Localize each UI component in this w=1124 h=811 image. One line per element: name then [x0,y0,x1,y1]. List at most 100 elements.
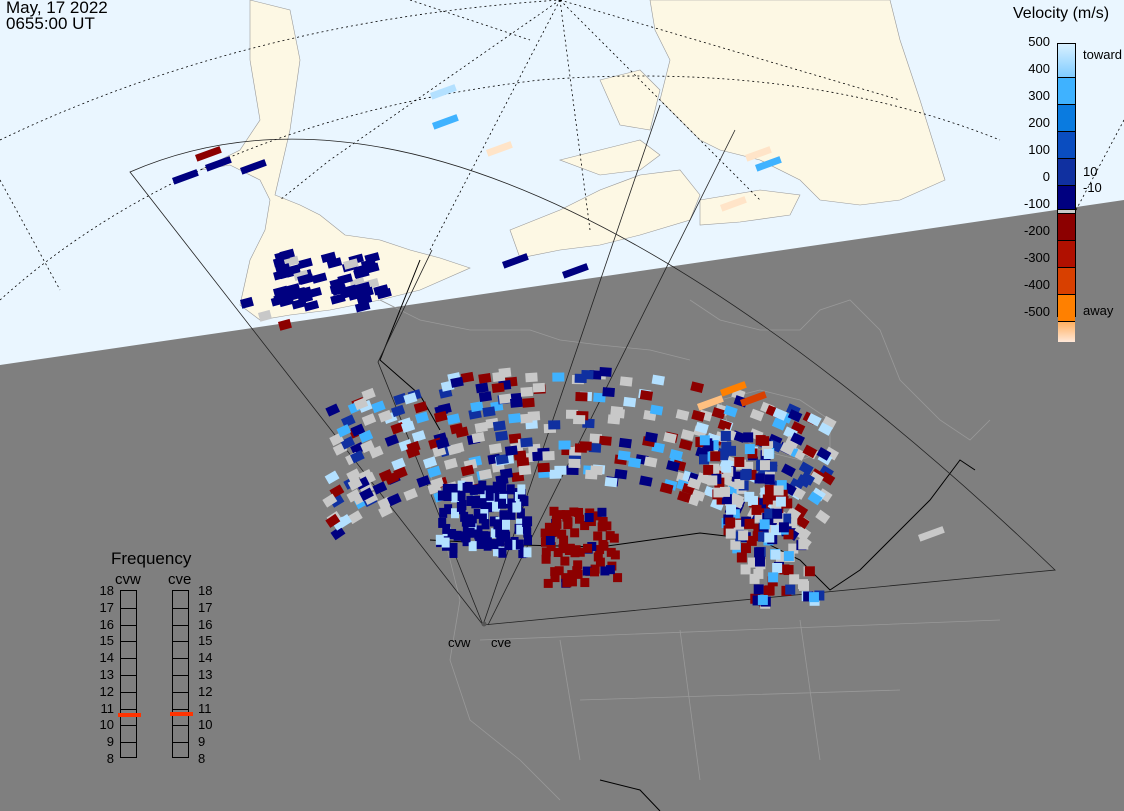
scatter-cell [545,536,555,546]
scatter-cell [443,491,452,502]
scatter-cell [559,535,569,545]
scatter-cell [581,369,594,380]
scatter-cell [391,457,406,471]
scatter-cell [195,146,222,162]
scatter-cell [373,284,389,296]
scatter-cell [740,391,767,407]
scatter-cell [775,496,786,507]
scatter-cell [783,565,794,576]
scatter-cell [493,519,502,530]
scatter-cell [613,573,623,583]
scatter-cell [205,156,232,172]
scatter-cell [512,502,521,513]
colorbar-segment [1058,295,1075,322]
scatter-cell [519,495,528,506]
colorbar-segment [1058,322,1075,342]
frequency-tick-label: 13 [198,667,213,682]
scatter-cell [330,293,346,305]
scatter-cell [677,490,692,503]
scatter-cell [480,500,489,511]
scatter-cell [485,490,494,501]
scatter-cell [806,413,822,427]
frequency-tick-label: 16 [99,616,114,632]
scatter-cell [510,397,523,408]
scatter-cell [793,503,809,518]
scatter-cell [575,391,588,402]
scatter-cell [322,493,338,508]
scatter-cell [602,387,615,398]
scatter-cell [337,273,353,285]
scatter-cell [814,590,825,601]
scatter-cell [782,498,793,509]
scatter-cell [495,454,509,465]
scatter-cell [562,263,589,279]
scatter-cell [468,541,477,552]
scatter-cell [558,544,568,554]
scatter-cell [759,519,770,530]
scatter-cell [400,420,416,433]
scatter-cell [573,414,586,425]
scatter-cell [350,450,365,464]
frequency-tick-label: 10 [198,717,213,733]
scatter-cell [431,114,459,130]
scatter-cell [595,545,605,555]
scatter-cell [778,522,789,533]
scatter-cell [492,371,506,382]
frequency-tick-label: 15 [198,633,213,649]
scatter-cell [324,470,340,485]
scatter-cell [643,456,658,468]
scatter-cell [523,527,532,538]
colorbar-tick-label: -500 [1023,304,1050,319]
scatter-cell [461,532,470,543]
colorbar-tick-label: 200 [1028,115,1050,130]
scatter-cell [363,262,380,274]
colorbar-segment [1058,214,1075,241]
scatter-cell [551,527,561,537]
scatter-cell [726,504,737,515]
scatter-cell [384,434,400,447]
scatter-cell [258,309,272,322]
scatter-cell [687,477,702,490]
scatter-cell [784,435,800,450]
scatter-cell [574,507,584,517]
scatter-cell [555,510,565,520]
scatter-cell [644,431,658,443]
scatter-cell [341,414,356,428]
scatter-cell [719,486,730,497]
frequency-gridline [173,675,188,676]
scatter-cell [413,401,428,414]
scatter-cell [740,564,751,575]
scatter-cell [781,463,796,478]
colorbar-segment [1058,44,1075,78]
scatter-cell [478,513,487,524]
scatter-cell [617,450,631,461]
scatter-cell [443,457,458,470]
scatter-cell [755,435,766,446]
scatter-cell [240,159,267,175]
scatter-cell [740,470,751,481]
scatter-cell [803,591,814,602]
scatter-cell [589,433,603,444]
frequency-gridline [121,641,136,643]
colorbar-tick-label: 0 [1042,169,1050,184]
scatter-cell [786,506,802,521]
scatter-cell [353,266,369,279]
colorbar-segment [1058,78,1075,105]
scatter-cell [493,493,502,504]
frequency-radar-cve: cve [168,571,192,588]
scatter-cell [488,443,503,454]
scatter-cell [537,462,550,473]
scatter-cell [548,420,561,430]
frequency-gridline [173,658,188,660]
scatter-cell [449,542,458,553]
scatter-cell [717,419,732,432]
frequency-indicator [118,713,141,718]
scatter-cell [602,521,612,531]
scatter-cell [476,484,485,495]
scatter-cell [475,536,484,547]
radar-label-cve: cve [491,635,512,650]
scatter-cell [340,285,356,297]
scatter-cell [568,458,581,468]
radar-site-marker [481,621,487,627]
scatter-cell [432,445,447,458]
